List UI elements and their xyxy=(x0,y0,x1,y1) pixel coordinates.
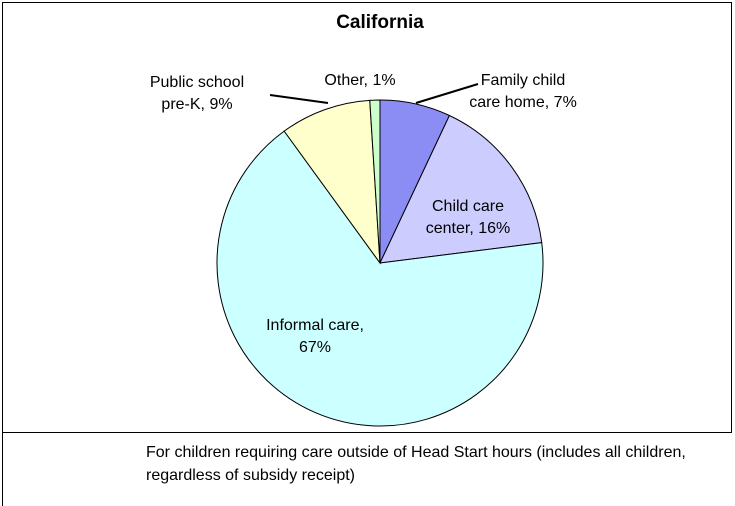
pie-slice xyxy=(283,99,381,265)
slice-label: Informal care, 67% xyxy=(266,317,364,356)
slice-label: Family child care home, 7% xyxy=(469,72,577,111)
chart-title: California xyxy=(336,12,424,33)
slice-label: Public school pre-K, 9% xyxy=(149,74,245,113)
slice-label: Child care center, 16% xyxy=(425,198,511,237)
pie-slice xyxy=(379,114,543,264)
pie-slice xyxy=(216,130,544,427)
slice-label: Other, 1% xyxy=(324,72,396,89)
pie-slice xyxy=(369,99,381,264)
leader-line xyxy=(269,94,329,104)
chart-frame xyxy=(2,2,732,433)
footnote: For children requiring care outside of H… xyxy=(146,444,686,484)
leader-line xyxy=(415,83,479,104)
